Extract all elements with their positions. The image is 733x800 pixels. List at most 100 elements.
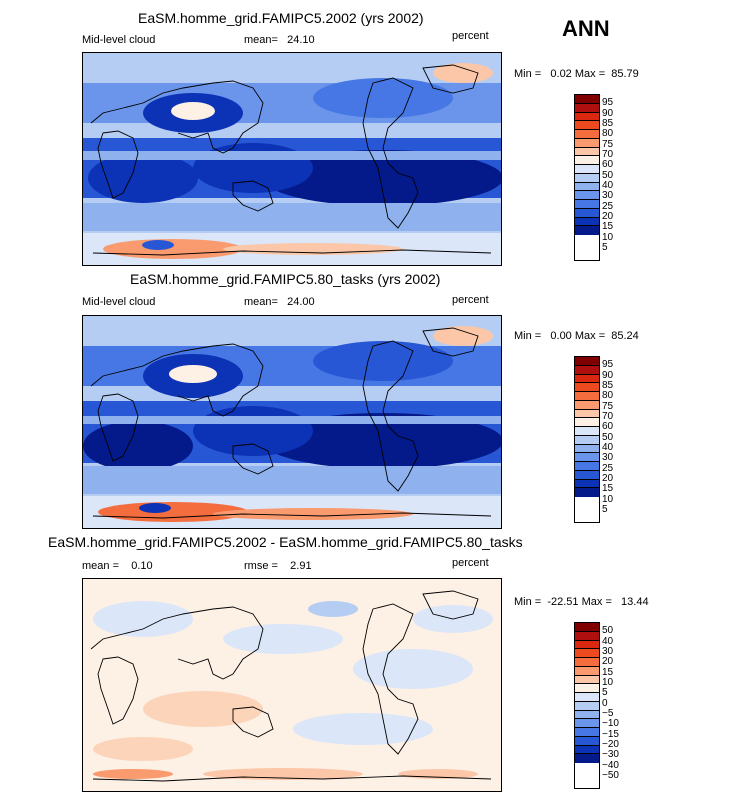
colorbar-tick-label: 30 [602,646,614,657]
panel-1-min-value: 0.02 [550,68,572,80]
panel-1-max-value: 85.79 [611,68,639,80]
colorbar-tick-label: 20 [602,473,614,484]
colorbar-cell [575,745,599,755]
panel-2-variable-label: Mid-level cloud [82,296,156,308]
colorbar-cell [575,138,599,148]
colorbar-tick-label: 95 [602,97,614,108]
colorbar-cell [575,631,599,641]
colorbar-cell [575,675,599,685]
colorbar-cell [575,693,599,702]
colorbar-tick-label: 30 [602,190,614,201]
panel-1-min-key: Min = [514,68,542,80]
colorbar-cell [575,754,599,763]
colorbar-tick-label: 90 [602,370,614,381]
panel-2-units-label: percent [452,294,489,306]
colorbar-tick-label: 15 [602,221,614,232]
colorbar-tick-label: −5 [602,708,614,719]
panel-3-map [82,578,502,792]
colorbar-tick-label: 85 [602,118,614,129]
panel-2-title: EaSM.homme_grid.FAMIPC5.80_tasks (yrs 20… [130,271,441,287]
colorbar-cell [575,226,599,235]
colorbar-cell [575,357,599,366]
panel-2-min-key: Min = [514,330,542,342]
colorbar-tick-label: 25 [602,201,614,212]
colorbar-cell [575,392,599,401]
colorbar-tick-label: 95 [602,359,614,370]
colorbar-tick-label: 10 [602,494,614,505]
colorbar-cell [575,112,599,122]
panel-1-title: EaSM.homme_grid.FAMIPC5.2002 (yrs 2002) [138,10,424,26]
colorbar-cell [575,462,599,471]
colorbar-tick-label: 10 [602,677,614,688]
colorbar-cell [575,444,599,454]
colorbar-tick-label: 50 [602,432,614,443]
colorbar-cell [575,470,599,480]
colorbar-tick-label: 75 [602,139,614,150]
colorbar-tick-label: 50 [602,625,614,636]
panel-2-colorbar [574,356,600,523]
colorbar-cell [575,95,599,104]
colorbar-tick-label: 40 [602,180,614,191]
colorbar-tick-label: 85 [602,380,614,391]
panel-1-units-label: percent [452,30,489,42]
colorbar-cell [575,719,599,728]
panel-1-colorbar [574,94,600,261]
panel-3-mean-label: mean = 0.10 [82,560,153,572]
panel-3-rmse-value: 2.91 [290,560,312,572]
colorbar-tick-label: 10 [602,232,614,243]
colorbar-cell [575,409,599,419]
colorbar-cell [575,701,599,711]
colorbar-cell [575,217,599,227]
panel-2-max-value: 85.24 [611,330,639,342]
colorbar-cell [575,728,599,737]
colorbar-cell [575,383,599,392]
colorbar-cell [575,365,599,375]
colorbar-cell [575,418,599,427]
panel-1-max-key: Max = [574,68,606,80]
colorbar-cell [575,200,599,209]
colorbar-tick-label: 15 [602,483,614,494]
colorbar-cell [575,479,599,489]
colorbar-cell [575,147,599,157]
colorbar-cell [575,427,599,436]
panel-2-max-key: Max = [574,330,606,342]
colorbar-tick-label: −40 [602,760,619,771]
colorbar-cell [575,191,599,200]
colorbar-tick-label: 5 [602,687,608,698]
colorbar-tick-label: 60 [602,421,614,432]
panel-3-colorbar [574,622,600,789]
panel-3-min-key: Min = [514,596,542,608]
panel-3-units-label: percent [452,557,489,569]
panel-1-mean-key: mean= [244,34,278,46]
panel-2-mean-value: 24.00 [287,296,315,308]
colorbar-cell [575,374,599,384]
colorbar-tick-label: 0 [602,698,608,709]
colorbar-tick-label: 75 [602,401,614,412]
panel-2-map [82,315,502,529]
colorbar-cell [575,649,599,658]
colorbar-cell [575,684,599,693]
colorbar-tick-label: 50 [602,170,614,181]
panel-3-max-key: Max = [581,596,612,608]
panel-1-variable-label: Mid-level cloud [82,34,156,46]
colorbar-tick-label: −20 [602,739,619,750]
colorbar-tick-label: 25 [602,463,614,474]
colorbar-tick-label: 20 [602,211,614,222]
colorbar-cell [575,488,599,497]
colorbar-tick-label: 70 [602,411,614,422]
colorbar-tick-label: 60 [602,159,614,170]
panel-3-rmse-key: rmse = [244,560,278,572]
colorbar-cell [575,666,599,676]
colorbar-tick-label: 80 [602,128,614,139]
colorbar-tick-label: 40 [602,636,614,647]
colorbar-tick-label: −10 [602,718,619,729]
panel-3-rmse-label: rmse = 2.91 [244,560,312,572]
colorbar-cell [575,658,599,667]
colorbar-tick-label: 30 [602,452,614,463]
colorbar-tick-label: −30 [602,749,619,760]
colorbar-tick-label: 15 [602,667,614,678]
colorbar-cell [575,121,599,130]
panel-1-mean-value: 24.10 [287,34,315,46]
panel-1-minmax: Min = 0.02 Max = 85.79 [514,68,639,80]
colorbar-cell [575,435,599,445]
